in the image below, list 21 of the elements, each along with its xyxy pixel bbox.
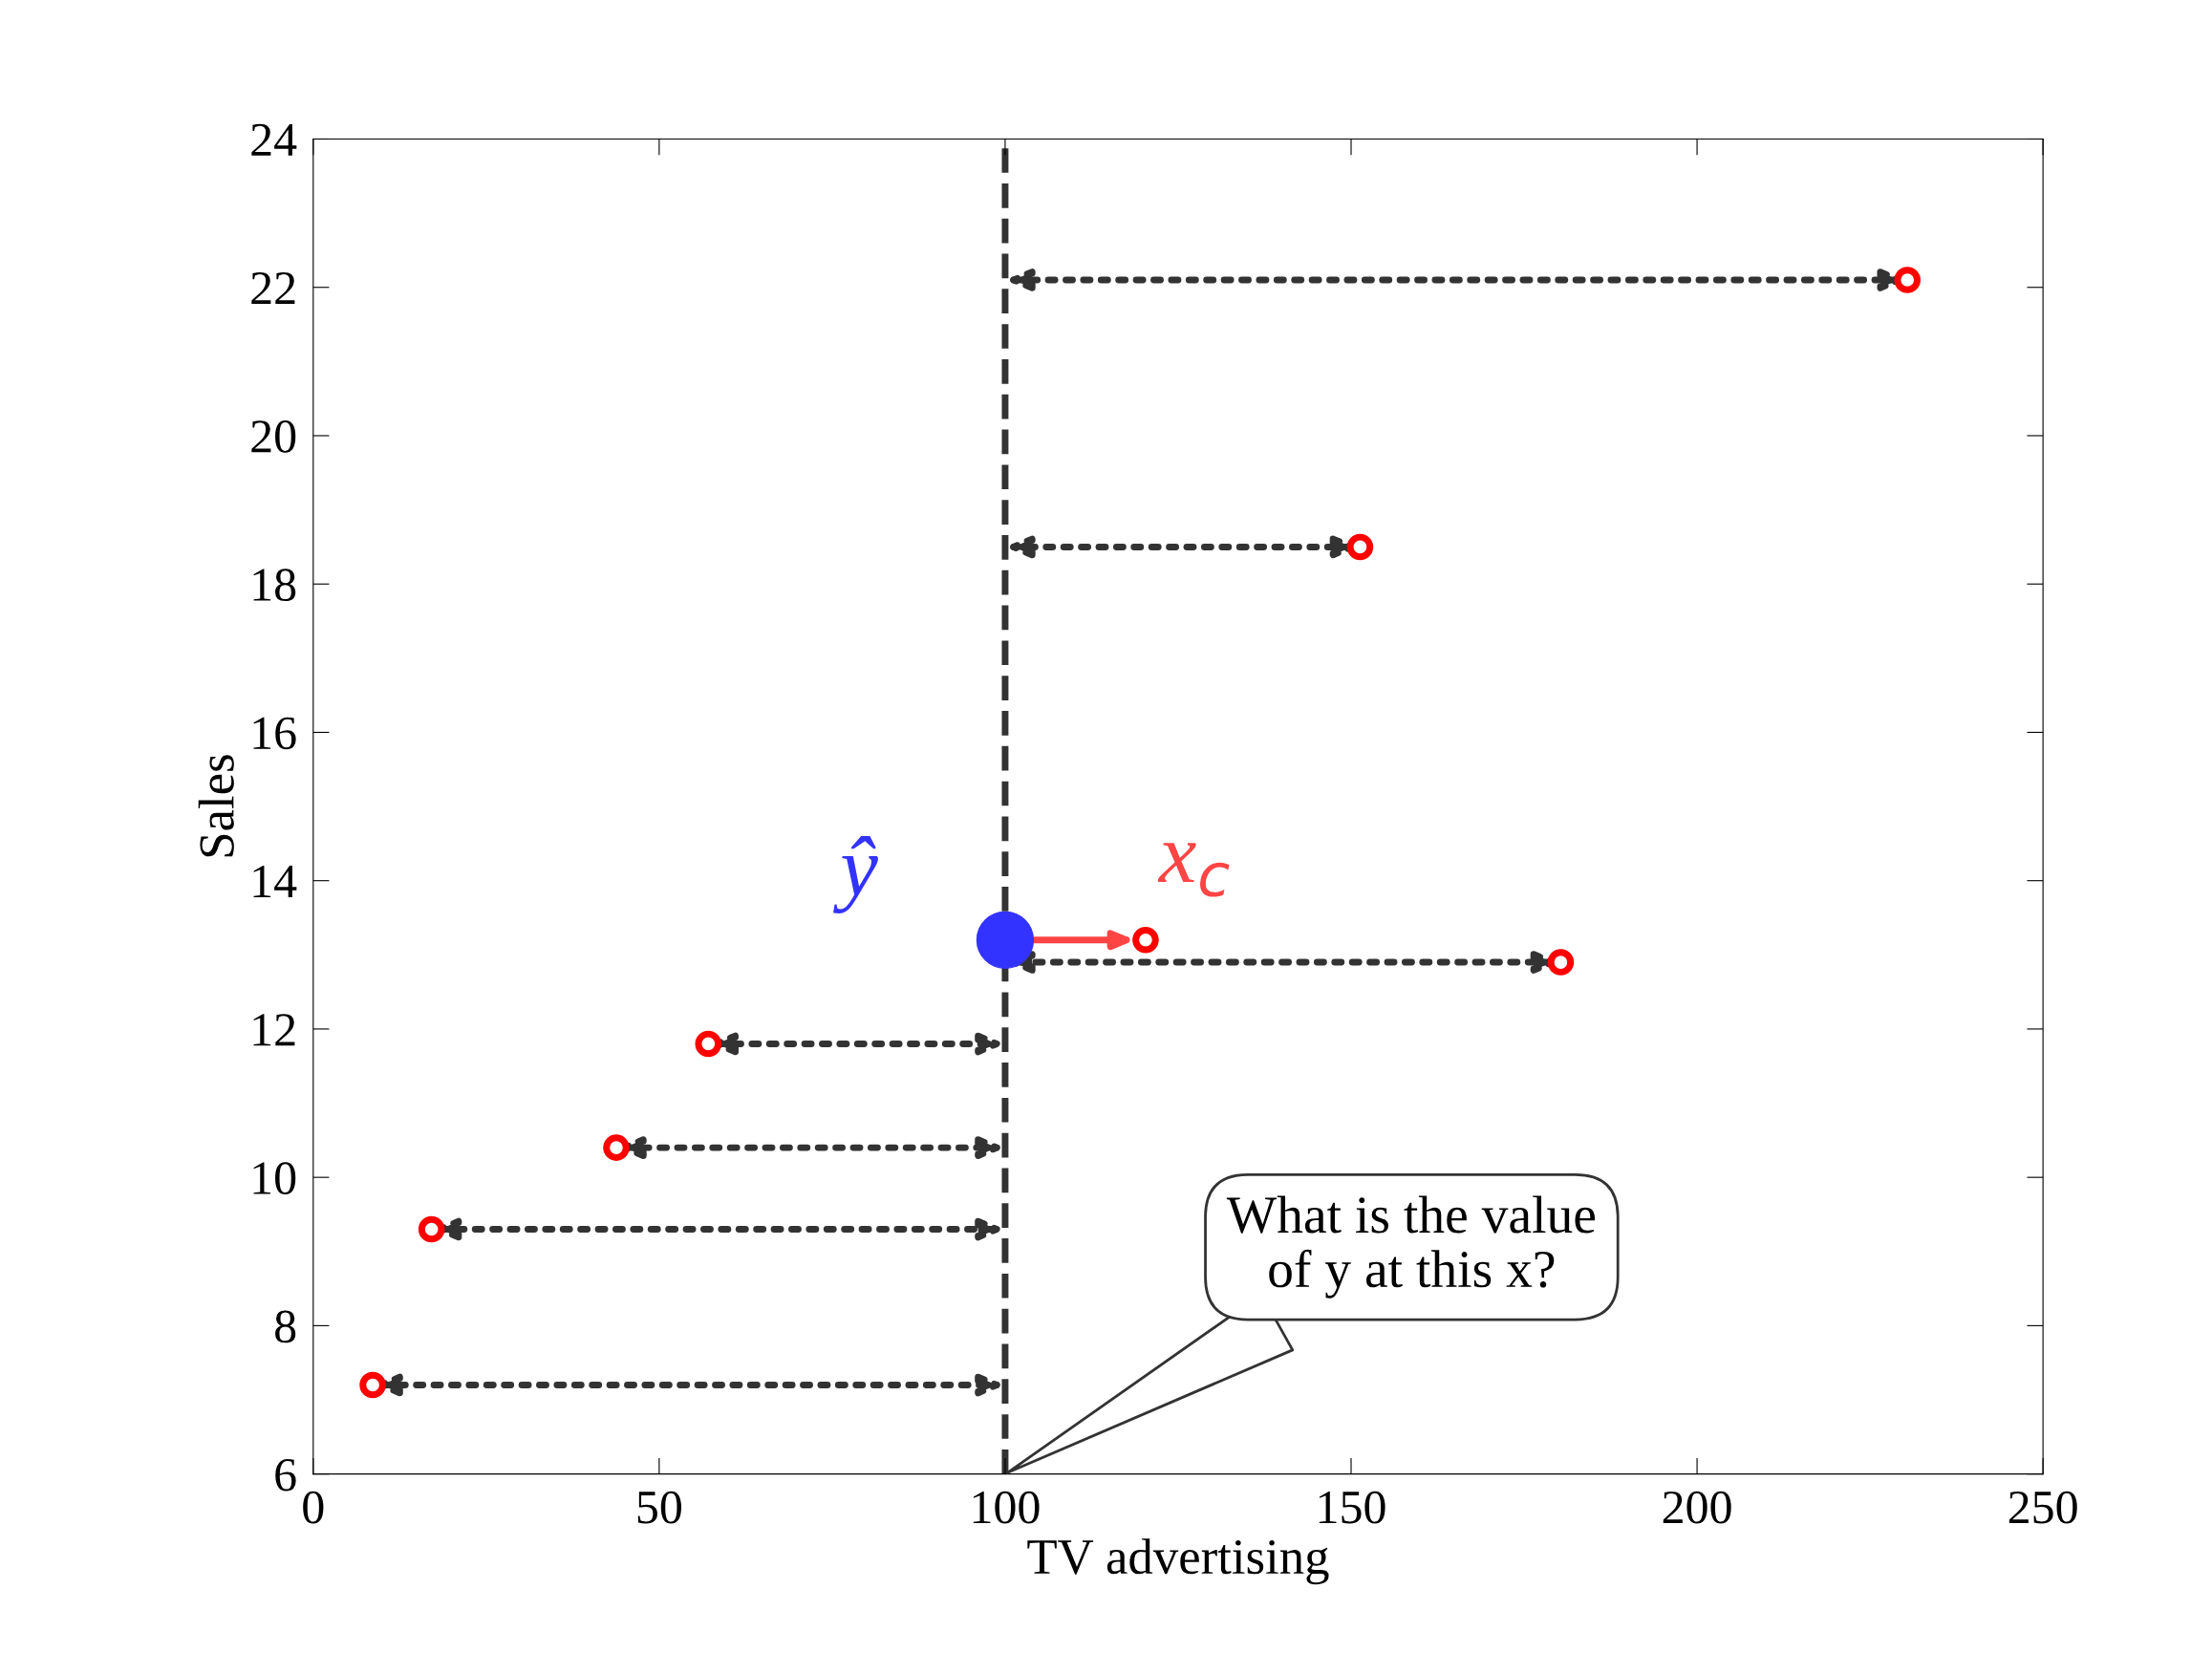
x-tick-label: 100 <box>973 1491 1040 1524</box>
x-tick-label: 0 <box>303 1491 324 1524</box>
y-tick-label: 22 <box>251 271 295 305</box>
x-axis-title: TV advertising <box>1027 1538 1329 1585</box>
y-tick-label: 16 <box>253 717 296 750</box>
y-tick-label: 24 <box>251 123 297 156</box>
annotation: What is the value of y at this x? <box>1226 1195 1596 1299</box>
y-tick-label: 12 <box>253 1014 295 1046</box>
y-tick-label: 20 <box>251 420 296 453</box>
x-tick-label: 200 <box>1663 1491 1731 1524</box>
x-tick-label: 50 <box>637 1491 681 1524</box>
y-tick-label: 10 <box>253 1162 296 1194</box>
series-label: ŷ <box>833 836 878 914</box>
y-tick-label: 18 <box>253 569 296 602</box>
y-tick-label: 14 <box>253 866 297 898</box>
x-tick-label: 150 <box>1319 1491 1385 1524</box>
x-tick-label: 250 <box>2008 1491 2077 1524</box>
y-axis-title: Sales <box>198 755 234 857</box>
y-tick-label: 8 <box>275 1310 296 1343</box>
y-tick-label: 6 <box>275 1458 296 1492</box>
annotation: x$_{c}$ <box>1157 843 1230 897</box>
